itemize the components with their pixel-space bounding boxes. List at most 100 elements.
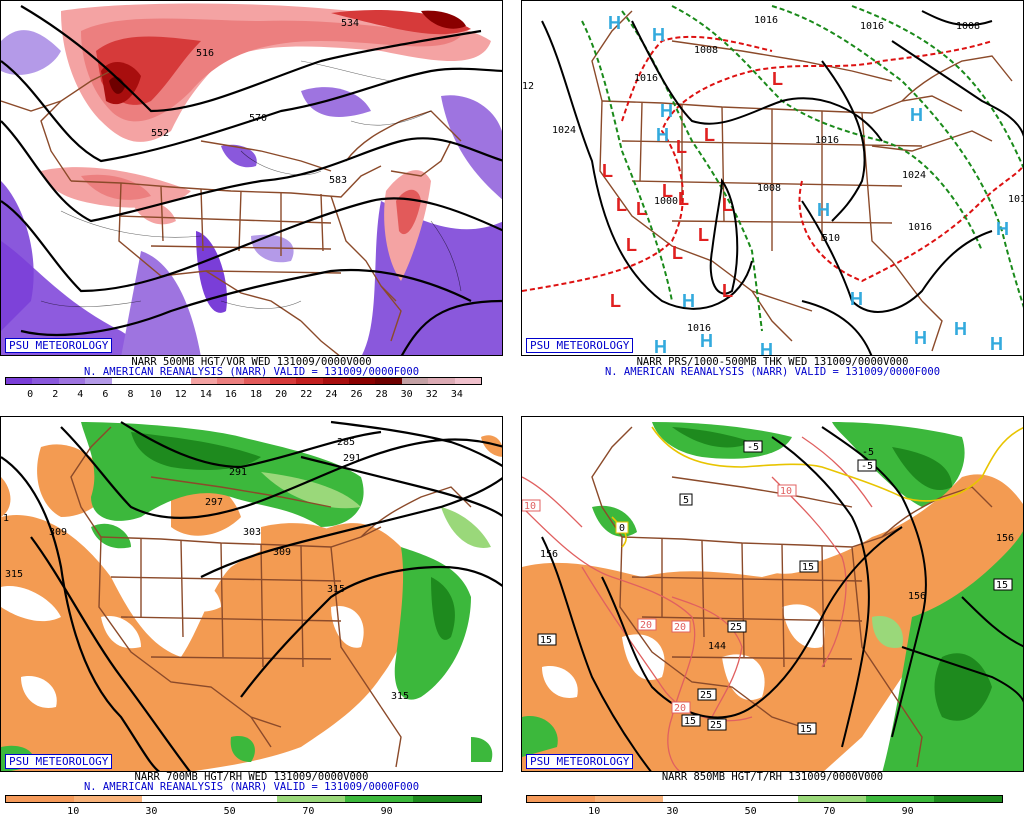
colorbar-tick-label: 30 <box>666 806 678 817</box>
low-center: L <box>772 69 783 89</box>
contour-label: 1024 <box>552 125 576 136</box>
high-center: H <box>654 337 667 356</box>
temperature-label: 25 <box>710 720 722 731</box>
high-center: H <box>682 291 695 311</box>
height-label: 156 <box>540 549 558 560</box>
map-700mb-rh: 285 291 291 297 303 309 309 315 315 315 … <box>0 416 503 772</box>
colorbar-tick-label: 22 <box>300 389 312 400</box>
colorbar-swatch <box>402 378 428 384</box>
temperature-label: 20 <box>674 622 686 633</box>
contour-label: 552 <box>151 128 169 139</box>
temperature-label: 15 <box>684 716 696 727</box>
temperature-label: 10 <box>524 501 536 512</box>
low-center: L <box>662 181 673 201</box>
vorticity-colorbar-ticks: 0 2 4 6 8 10 12 14 16 18 20 22 24 26 28 30 32 34 <box>5 389 482 401</box>
contour-label: 1016 <box>815 135 839 146</box>
contour-label: 1 <box>3 513 9 524</box>
rh-colorbar-ticks: 10 30 50 70 90 <box>5 806 482 818</box>
vorticity-shading <box>1 4 503 357</box>
high-center: H <box>954 319 967 339</box>
low-center: L <box>602 161 613 181</box>
contour-label: 1024 <box>902 170 926 181</box>
contour-label: 510 <box>822 233 840 244</box>
colorbar-swatch <box>164 378 190 384</box>
colorbar-tick-label: 32 <box>426 389 438 400</box>
temperature-label: -5 <box>747 442 759 453</box>
colorbar-tick-label: 30 <box>145 806 157 817</box>
rh-shading <box>522 422 1024 772</box>
colorbar-tick-label: 12 <box>175 389 187 400</box>
contour-label: 315 <box>327 584 345 595</box>
rh-colorbar <box>5 795 482 803</box>
panel-pressure-thickness: 1016 1016 1024 1008 1016 1008 1016 1008 … <box>521 0 1024 403</box>
colorbar-swatch <box>74 796 142 802</box>
contour-label: 1008 <box>757 183 781 194</box>
high-center: H <box>608 13 621 33</box>
colorbar-tick-label: 4 <box>77 389 83 400</box>
contour-label: 303 <box>243 527 261 538</box>
colorbar-tick-label: 90 <box>381 806 393 817</box>
colorbar-tick-label: 6 <box>102 389 108 400</box>
temperature-label: 25 <box>700 690 712 701</box>
high-center: H <box>656 125 669 145</box>
high-center: H <box>850 289 863 309</box>
colorbar-swatch <box>349 378 375 384</box>
colorbar-tick-label: 26 <box>350 389 362 400</box>
height-label: 144 <box>708 641 726 652</box>
isobar-labels: 1016 1016 1024 1008 1016 1008 1016 1008 … <box>522 15 1024 334</box>
colorbar-tick-label: 30 <box>401 389 413 400</box>
contour-label: 101 <box>1008 194 1024 205</box>
colorbar-tick-label: 24 <box>325 389 337 400</box>
high-center: H <box>760 340 773 356</box>
colorbar-tick-label: 18 <box>250 389 262 400</box>
temperature-label: 0 <box>619 523 625 534</box>
contour-label: 583 <box>329 175 347 186</box>
colorbar-tick-label: 10 <box>588 806 600 817</box>
colorbar-swatch <box>323 378 349 384</box>
low-center: L <box>610 291 621 311</box>
rh-colorbar-ticks: 10 30 50 70 90 <box>526 806 1003 818</box>
contour-label: 291 <box>343 453 361 464</box>
colorbar-tick-label: 34 <box>451 389 463 400</box>
colorbar-swatch <box>428 378 454 384</box>
colorbar-swatch <box>731 796 799 802</box>
psu-meteorology-badge: PSU METEOROLOGY <box>526 754 633 769</box>
high-center: H <box>652 25 665 45</box>
colorbar-swatch <box>32 378 58 384</box>
contour-label: 315 <box>391 691 409 702</box>
high-center: H <box>910 105 923 125</box>
colorbar-swatch <box>85 378 111 384</box>
colorbar-tick-label: 50 <box>224 806 236 817</box>
map-850mb-temperature: -5 -5 5 0 10 10 15 15 15 15 15 20 20 20 … <box>521 416 1024 772</box>
colorbar-swatch <box>217 378 243 384</box>
low-center: L <box>704 125 715 145</box>
colorbar-swatch <box>866 796 934 802</box>
colorbar-swatch <box>798 796 866 802</box>
contour-label: 534 <box>341 18 359 29</box>
colorbar-swatch <box>595 796 663 802</box>
colorbar-tick-label: 2 <box>52 389 58 400</box>
contour-label: 1016 <box>860 21 884 32</box>
thickness-contours <box>522 6 1024 331</box>
map-500mb-vorticity: 516 534 552 570 583 PSU METEOROLOGY <box>0 0 503 356</box>
caption-line-1: NARR 850MB HGT/T/RH 131009/0000V000 <box>521 771 1024 783</box>
colorbar-swatch <box>210 796 278 802</box>
colorbar-tick-label: 90 <box>902 806 914 817</box>
colorbar-swatch <box>6 796 74 802</box>
low-center: L <box>626 235 637 255</box>
rh-colorbar <box>526 795 1003 803</box>
colorbar-swatch <box>191 378 217 384</box>
panel-850mb-temperature: -5 -5 5 0 10 10 15 15 15 15 15 20 20 20 … <box>521 416 1024 819</box>
caption-line-2: N. AMERICAN REANALYSIS (NARR) VALID = 13… <box>0 781 503 793</box>
low-center: L <box>678 189 689 209</box>
temperature-label: 20 <box>640 620 652 631</box>
contour-label: 1016 <box>634 73 658 84</box>
contour-label: 570 <box>249 113 267 124</box>
colorbar-swatch <box>244 378 270 384</box>
contour-label: 1008 <box>956 21 980 32</box>
temperature-label: 20 <box>674 703 686 714</box>
temperature-label: 25 <box>730 622 742 633</box>
colorbar-swatch <box>59 378 85 384</box>
colorbar-swatch <box>142 796 210 802</box>
colorbar-tick-label: 28 <box>376 389 388 400</box>
